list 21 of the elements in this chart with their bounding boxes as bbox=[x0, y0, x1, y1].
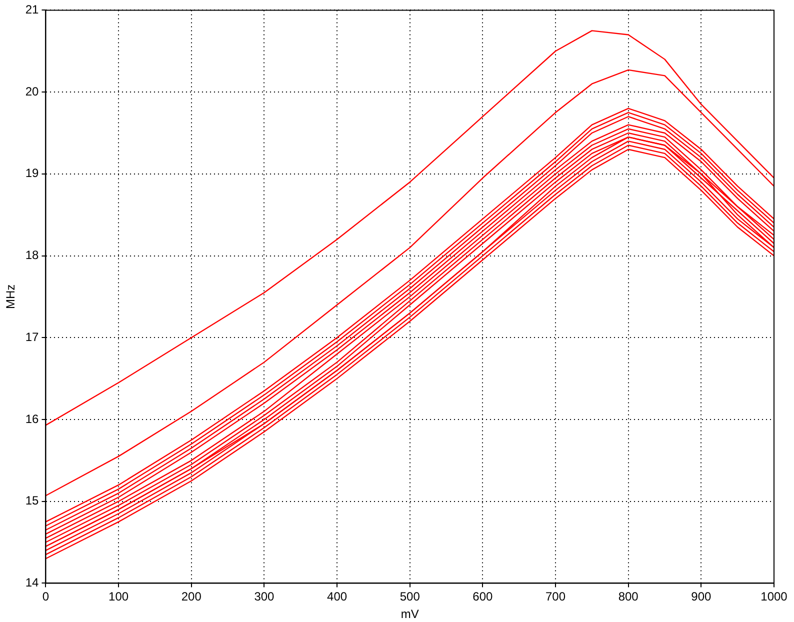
y-tick-label: 15 bbox=[25, 494, 40, 508]
x-tick-label: 0 bbox=[42, 590, 50, 604]
x-tick-label: 100 bbox=[108, 590, 129, 604]
x-tick-label: 800 bbox=[618, 590, 639, 604]
x-tick-label: 700 bbox=[546, 590, 566, 604]
y-tick-label: 20 bbox=[25, 84, 40, 98]
y-tick-label: 16 bbox=[25, 412, 40, 426]
x-tick-label: 1000 bbox=[760, 590, 788, 604]
y-tick-label: 14 bbox=[25, 576, 40, 590]
y-tick-label: 17 bbox=[25, 330, 40, 344]
x-tick-label: 900 bbox=[691, 590, 712, 604]
x-tick-label: 600 bbox=[472, 590, 494, 604]
y-axis-title: MHz bbox=[4, 284, 18, 310]
y-tick-label: 21 bbox=[25, 2, 40, 17]
y-tick-label: 18 bbox=[25, 248, 40, 262]
x-axis-title: mV bbox=[400, 607, 419, 622]
x-tick-label: 300 bbox=[254, 590, 275, 604]
x-tick-label: 400 bbox=[327, 590, 348, 604]
y-tick-label: 19 bbox=[25, 166, 40, 180]
x-tick-label: 200 bbox=[181, 590, 202, 604]
x-tick-label: 500 bbox=[400, 590, 420, 604]
